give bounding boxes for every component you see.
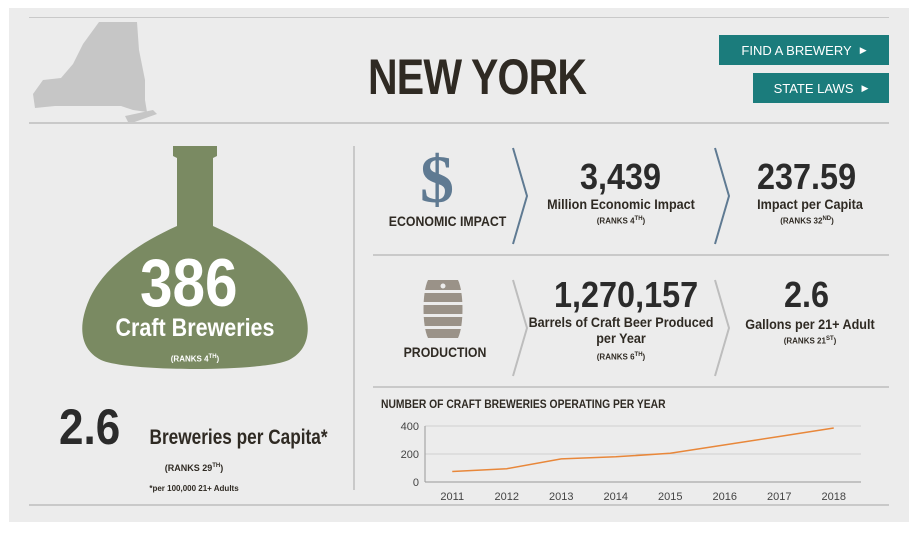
chevron-right-icon — [512, 279, 529, 377]
brewery-count-rank: (RANKS 4TH) — [170, 354, 220, 364]
barrels-produced-label-line1: Barrels of Craft Beer Produced — [528, 314, 714, 330]
find-brewery-label: FIND A BREWERY — [741, 42, 852, 58]
gallons-per-adult-label: Gallons per 21+ Adult — [745, 316, 875, 332]
beer-bottle-icon — [82, 146, 308, 369]
barrels-produced-label-line2: per Year — [596, 330, 646, 346]
chart-x-tick-label: 2017 — [767, 491, 791, 503]
chart-x-tick-label: 2013 — [549, 491, 573, 503]
barrels-produced-value: 1,270,157 — [554, 274, 699, 315]
chart-title: NUMBER OF CRAFT BREWERIES OPERATING PER … — [381, 397, 666, 411]
find-brewery-button[interactable]: FIND A BREWERY ▶ — [719, 35, 889, 65]
brewery-count-label: Craft Breweries — [115, 314, 275, 342]
per-capita-label: Breweries per Capita* — [149, 426, 328, 449]
triangle-right-icon: ▶ — [859, 44, 867, 55]
chart-series-line — [452, 427, 834, 473]
chevron-right-icon — [714, 279, 731, 377]
state-infographic-panel: NEW YORK FIND A BREWERY ▶ STATE LAWS ▶ 3… — [9, 8, 909, 522]
gallons-per-adult-rank: (RANKS 21ST) — [783, 336, 837, 346]
brewery-count: 386 — [140, 245, 238, 321]
breweries-per-year-chart: 0 200 400 2011 2012 2013 2014 2015 2016 2017 2018 — [401, 421, 861, 503]
production-divider — [373, 386, 889, 388]
chevron-right-icon — [714, 147, 731, 245]
economic-impact-label: Million Economic Impact — [547, 196, 695, 212]
state-title: NEW YORK — [368, 49, 587, 105]
chart-y-tick-label: 200 — [401, 449, 419, 461]
chart-x-tick-label: 2011 — [440, 491, 464, 503]
impact-per-capita-label: Impact per Capita — [757, 196, 863, 212]
economic-impact-value: 3,439 — [580, 156, 662, 197]
top-divider — [29, 17, 889, 18]
chart-y-tick-label: 400 — [401, 421, 419, 433]
header-divider — [29, 122, 889, 124]
chart-x-tick-label: 2018 — [822, 491, 846, 503]
economic-divider — [373, 254, 889, 256]
new-york-state-map-icon — [33, 22, 157, 124]
gallons-per-adult-value: 2.6 — [784, 274, 830, 315]
state-laws-label: STATE LAWS — [773, 80, 854, 96]
column-divider — [353, 146, 355, 490]
bottom-divider — [29, 504, 889, 506]
chevron-right-icon — [512, 147, 529, 245]
per-capita-rank: (RANKS 29TH) — [164, 463, 224, 473]
chart-x-tick-label: 2014 — [604, 491, 628, 503]
economic-impact-title: ECONOMIC IMPACT — [388, 213, 507, 229]
state-laws-button[interactable]: STATE LAWS ▶ — [753, 73, 889, 103]
per-capita-footnote: *per 100,000 21+ Adults — [149, 484, 239, 493]
chart-x-tick-label: 2012 — [495, 491, 519, 503]
chart-x-tick-label: 2015 — [658, 491, 682, 503]
barrels-produced-rank: (RANKS 6TH) — [596, 352, 646, 362]
per-capita-value: 2.6 — [59, 399, 121, 455]
economic-impact-rank: (RANKS 4TH) — [596, 216, 646, 226]
chart-y-tick-label: 0 — [413, 477, 419, 489]
triangle-right-icon: ▶ — [861, 82, 869, 93]
impact-per-capita-value: 237.59 — [757, 156, 857, 197]
dollar-icon: $ — [420, 141, 454, 217]
production-title: PRODUCTION — [403, 344, 487, 360]
impact-per-capita-rank: (RANKS 32ND) — [780, 216, 834, 226]
chart-x-tick-label: 2016 — [713, 491, 737, 503]
barrel-icon — [421, 280, 465, 338]
